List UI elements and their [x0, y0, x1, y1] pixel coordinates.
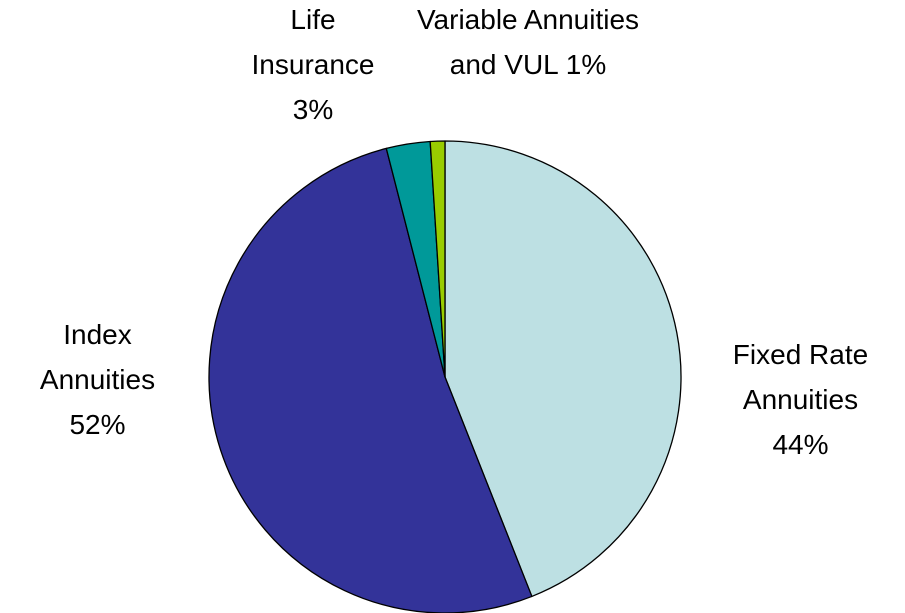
- category-name: Fixed Rate Annuities: [732, 339, 869, 415]
- category-name: Life Insurance: [251, 4, 375, 80]
- category-name: Index Annuities: [39, 319, 156, 395]
- slice-label: Index Annuities 52%: [20, 312, 175, 447]
- slice-label: Variable Annuities and VUL 1%: [413, 0, 643, 87]
- pie-slice: [208, 147, 533, 613]
- value-label: 44%: [772, 429, 829, 460]
- value-label: 3%: [292, 94, 334, 125]
- pie-slice: [429, 140, 446, 378]
- pie-slice: [444, 140, 682, 598]
- value-label: 1%: [565, 49, 607, 80]
- slice-label: Fixed Rate Annuities 44%: [703, 332, 898, 467]
- category-name: Variable Annuities and VUL: [416, 4, 640, 80]
- value-label: 52%: [69, 409, 126, 440]
- slice-label: Life Insurance 3%: [238, 0, 388, 132]
